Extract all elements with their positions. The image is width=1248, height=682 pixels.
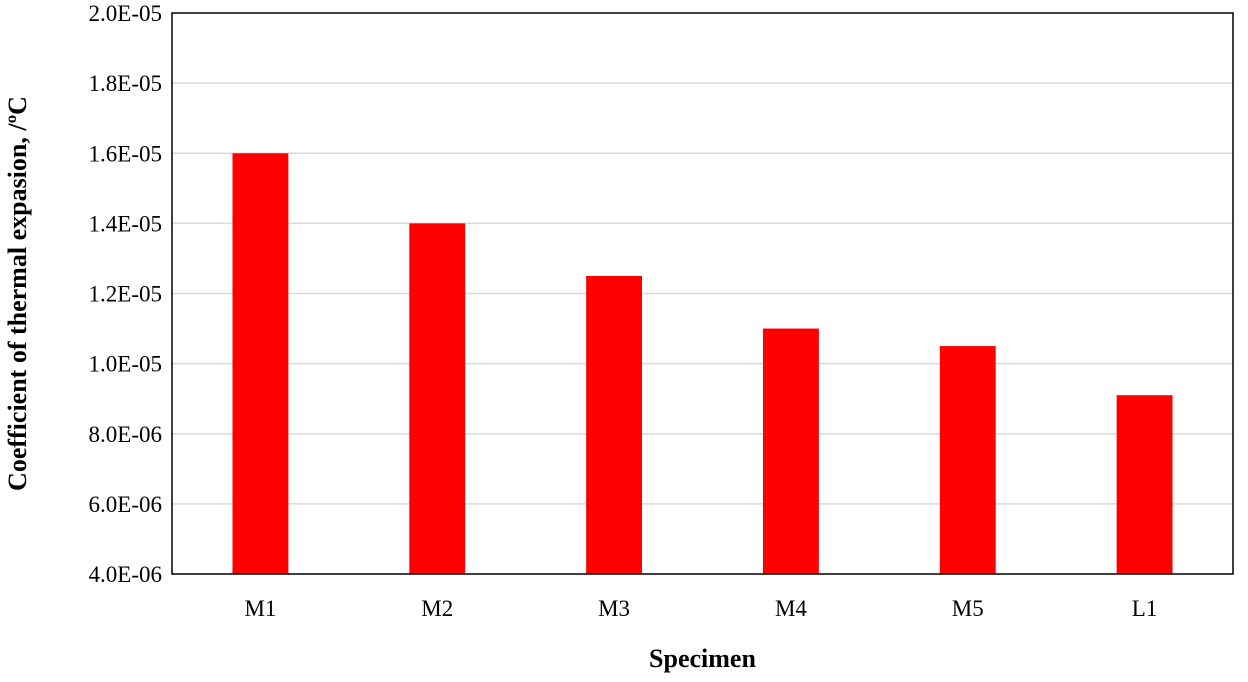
bar-m2 [409,223,466,574]
y-tick-label: 6.0E-06 [89,492,162,517]
x-tick-label: L1 [1132,596,1158,621]
y-tick-label: 1.4E-05 [89,211,162,236]
x-tick-label: M2 [421,596,453,621]
y-tick-label: 1.0E-05 [89,352,162,377]
y-tick-label: 1.8E-05 [89,71,162,96]
y-tick-label: 1.6E-05 [89,141,162,166]
x-tick-label: M5 [952,596,984,621]
y-axis-title: Coefficient of thermal expasion, /ºC [3,96,32,491]
y-tick-label: 1.2E-05 [89,282,162,307]
x-tick-label: M4 [775,596,807,621]
gridlines [172,82,1233,505]
bar-m5 [939,346,996,574]
x-tick-label: M1 [244,596,276,621]
x-axis-tick-labels: M1 M2 M3 M4 M5 L1 [244,596,1157,621]
y-tick-label: 8.0E-06 [89,422,162,447]
bar-m3 [586,275,643,574]
bar-m4 [762,328,819,574]
y-axis-tick-labels: 4.0E-06 6.0E-06 8.0E-06 1.0E-05 1.2E-05 1.4E-… [89,1,162,587]
x-axis-title: Specimen [649,644,756,673]
y-tick-label: 2.0E-05 [89,1,162,26]
bar-m1 [232,153,289,574]
y-tick-label: 4.0E-06 [89,562,162,587]
x-tick-label: M3 [598,596,630,621]
bars [232,153,1173,574]
bar-l1 [1116,395,1173,574]
plot-frame [171,12,1234,575]
